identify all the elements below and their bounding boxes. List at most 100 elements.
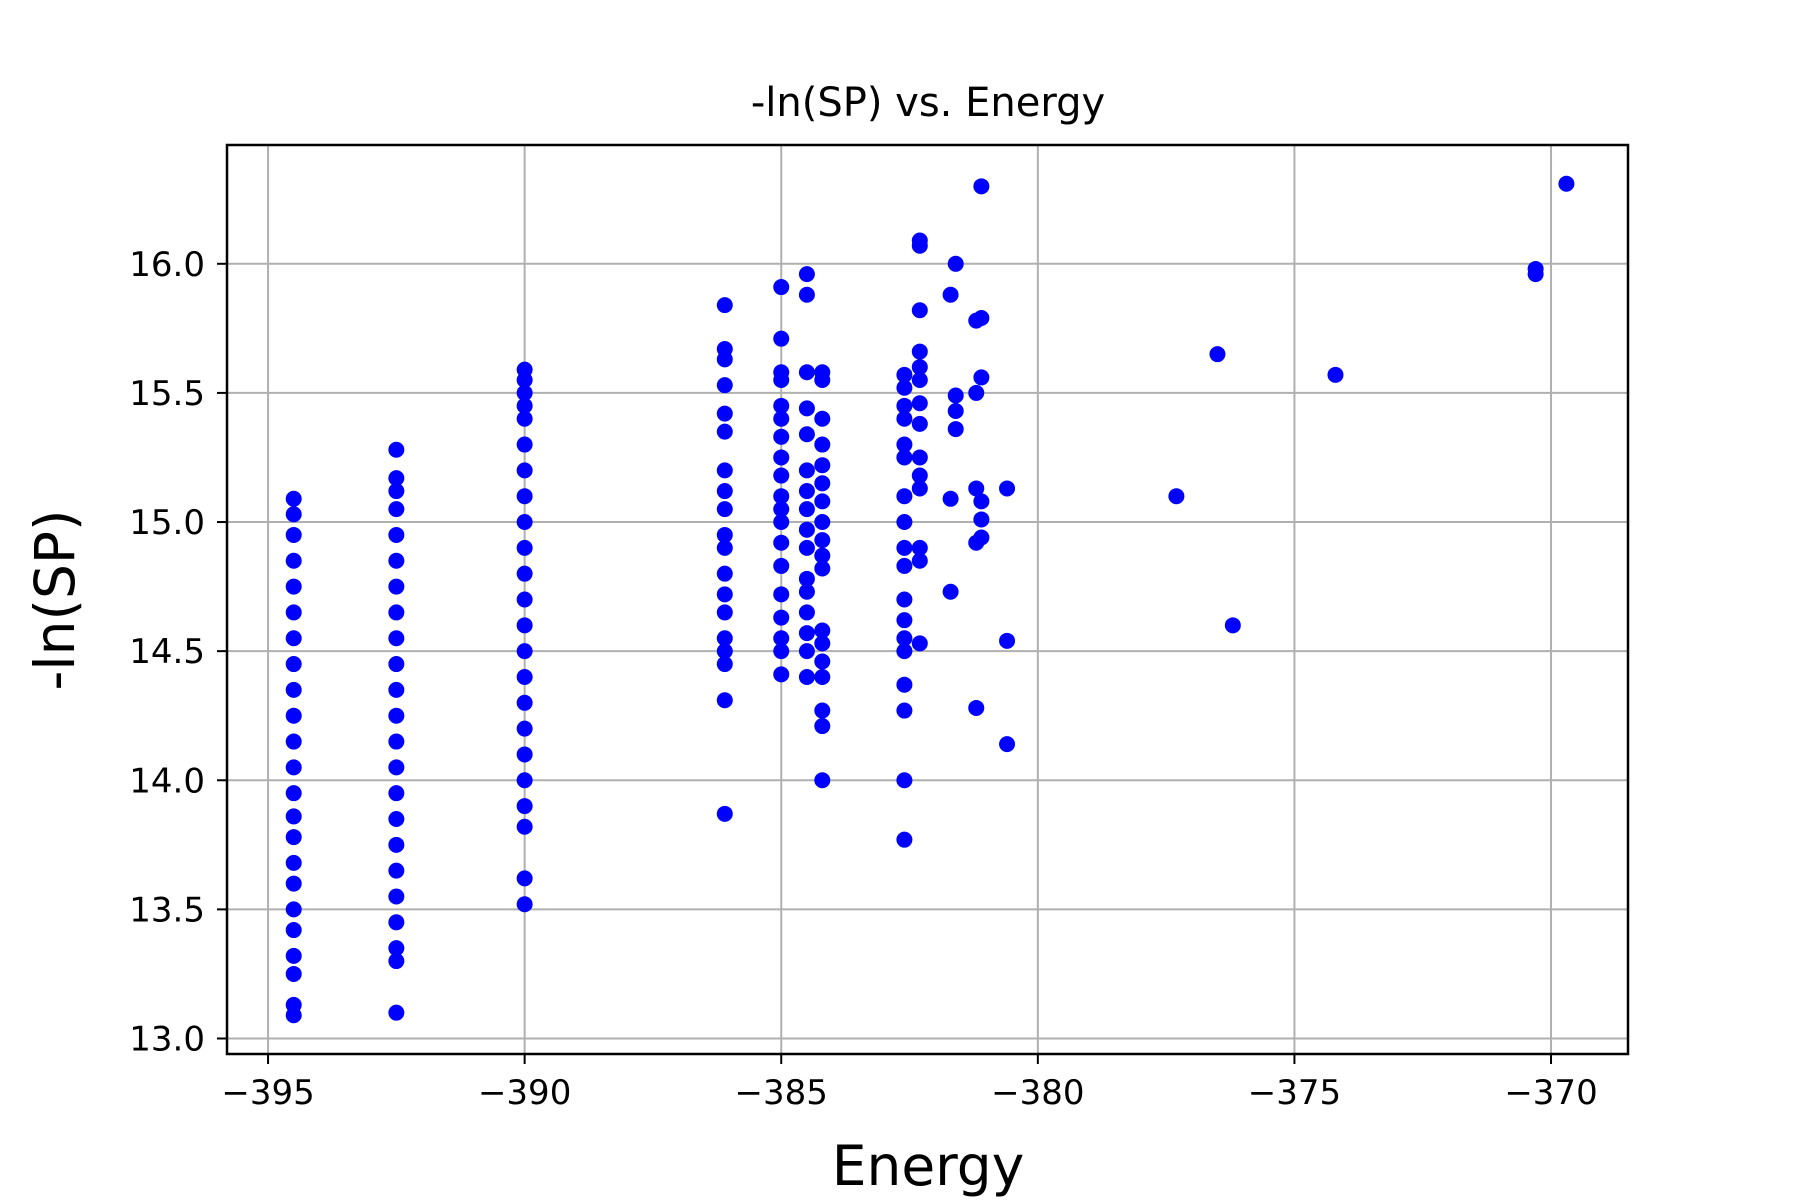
data-point (942, 286, 959, 303)
data-point (516, 772, 533, 789)
data-point (773, 514, 790, 531)
data-point (798, 286, 815, 303)
y-tick-label: 13.0 (129, 1020, 205, 1060)
data-point (388, 785, 405, 802)
data-point (716, 423, 733, 440)
data-point (285, 854, 302, 871)
data-point (516, 397, 533, 414)
data-point (814, 457, 831, 474)
data-point (798, 483, 815, 500)
data-point (388, 470, 405, 487)
data-point (911, 343, 928, 360)
data-point (285, 996, 302, 1013)
data-point (773, 397, 790, 414)
data-point (896, 539, 913, 556)
data-point (1209, 346, 1226, 363)
data-point (388, 604, 405, 621)
data-point (516, 643, 533, 660)
data-point (999, 480, 1016, 497)
data-point (388, 526, 405, 543)
data-point (716, 692, 733, 709)
data-point (798, 643, 815, 660)
data-point (814, 475, 831, 492)
data-point (814, 532, 831, 549)
data-point (516, 818, 533, 835)
data-point (1558, 175, 1575, 192)
data-point (716, 297, 733, 314)
data-point (911, 359, 928, 376)
data-point (716, 405, 733, 422)
y-tick-label: 15.0 (129, 503, 205, 543)
data-point (798, 266, 815, 283)
data-point (798, 570, 815, 587)
y-tick-label: 15.5 (129, 374, 205, 414)
data-point (285, 707, 302, 724)
data-point (516, 514, 533, 531)
data-point (814, 668, 831, 685)
data-point (999, 632, 1016, 649)
data-point (716, 805, 733, 822)
data-point (911, 635, 928, 652)
data-point (285, 947, 302, 964)
data-point (716, 586, 733, 603)
data-point (947, 402, 964, 419)
data-point (911, 395, 928, 412)
data-point (516, 668, 533, 685)
data-point (798, 400, 815, 417)
data-point (716, 526, 733, 543)
data-point (896, 366, 913, 383)
data-point (798, 426, 815, 443)
data-point (814, 718, 831, 735)
data-point (388, 707, 405, 724)
data-point (285, 681, 302, 698)
data-point (814, 410, 831, 427)
x-axis-ticks: −395 −390 −385 −380 −375 −370 (221, 1054, 1598, 1113)
data-point (947, 387, 964, 404)
data-point (285, 578, 302, 595)
data-point (814, 622, 831, 639)
data-point (947, 255, 964, 272)
data-point (798, 625, 815, 642)
data-point (388, 656, 405, 673)
y-tick-label: 13.5 (129, 890, 205, 930)
data-point (1168, 488, 1185, 505)
data-point (942, 490, 959, 507)
data-point (896, 410, 913, 427)
data-point (773, 501, 790, 518)
data-point (716, 501, 733, 518)
data-point (798, 668, 815, 685)
data-point (716, 565, 733, 582)
x-tick-label: −380 (991, 1073, 1084, 1113)
data-point (388, 862, 405, 879)
data-point (516, 462, 533, 479)
data-point (516, 488, 533, 505)
data-point (516, 591, 533, 608)
data-point (285, 875, 302, 892)
data-point (968, 384, 985, 401)
data-point (814, 547, 831, 564)
data-point (814, 436, 831, 453)
data-point (973, 310, 990, 327)
x-tick-label: −385 (735, 1073, 828, 1113)
data-point (773, 643, 790, 660)
data-point (716, 377, 733, 394)
data-point (896, 449, 913, 466)
data-point (814, 702, 831, 719)
data-point (716, 604, 733, 621)
data-point (773, 586, 790, 603)
data-point (388, 836, 405, 853)
chart-title: -ln(SP) vs. Energy (751, 80, 1105, 126)
data-point (911, 415, 928, 432)
data-point (942, 583, 959, 600)
data-point (388, 888, 405, 905)
data-point (285, 552, 302, 569)
data-point (285, 526, 302, 543)
data-point (773, 330, 790, 347)
data-point (968, 699, 985, 716)
data-point (716, 341, 733, 358)
data-point (716, 539, 733, 556)
x-tick-label: −390 (478, 1073, 571, 1113)
data-point (814, 493, 831, 510)
y-tick-label: 16.0 (129, 245, 205, 285)
plot-frame (225, 143, 1630, 1056)
